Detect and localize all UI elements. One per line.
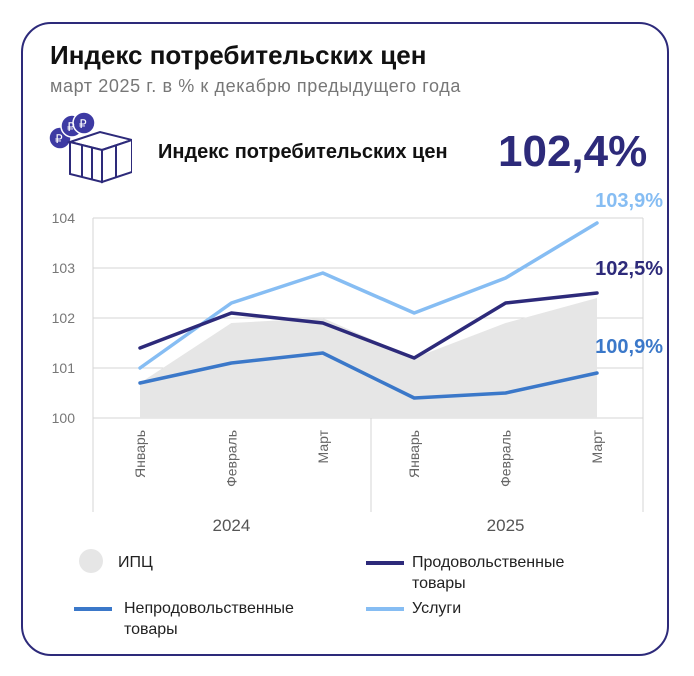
cpi-area [140,298,597,418]
end-label-food: 102,5% [595,258,663,280]
svg-text:₽: ₽ [55,132,63,146]
svg-text:₽: ₽ [79,117,87,131]
x-tick-label: Март [589,429,605,463]
x-tick-label: Февраль [498,430,514,487]
page-title: Индекс потребительских цен [50,40,427,70]
legend-label-food-line2: товары [412,575,466,592]
legend-label-nonfood-line1: Непродовольственные [124,600,294,617]
legend-swatch-nonfood [74,607,112,611]
page-subtitle: март 2025 г. в % к декабрю предыдущего г… [50,76,461,96]
cpi-value: 102,4% [498,127,648,176]
x-tick-label: Январь [406,430,422,478]
legend-label-cpi: ИПЦ [118,554,153,571]
x-tick-label: Март [315,429,331,463]
x-tick-label: Февраль [223,430,239,487]
cpi-label: Индекс потребительских цен [158,141,448,163]
y-tick-label: 101 [52,360,76,376]
legend-label-food-line1: Продовольственные [412,554,565,571]
y-tick-label: 103 [52,260,76,276]
end-label-nonfood: 100,9% [595,336,663,358]
y-tick-label: 100 [52,410,76,426]
end-label-services: 103,9% [595,190,663,212]
series-line-services [138,221,599,370]
x-tick-label: Январь [132,430,148,478]
legend-label-services: Услуги [412,600,462,617]
price-tags-box-icon: ₽ ₽ ₽ [48,112,132,184]
legend-swatch-services [366,607,404,611]
legend-swatch-food [366,561,404,565]
year-group-label: 2024 [212,516,250,535]
series-line-food [138,291,599,360]
legend-label-nonfood-line2: товары [124,621,178,638]
legend-label-nonfood: Непродовольственные товары [124,598,294,640]
series-line-nonfood [138,351,599,400]
legend-label-food: Продовольственные товары [412,552,564,594]
y-tick-label: 104 [52,210,76,226]
legend-swatch-cpi [79,549,103,573]
y-tick-label: 102 [52,310,76,326]
svg-text:₽: ₽ [67,120,75,134]
year-group-label: 2025 [487,516,525,535]
